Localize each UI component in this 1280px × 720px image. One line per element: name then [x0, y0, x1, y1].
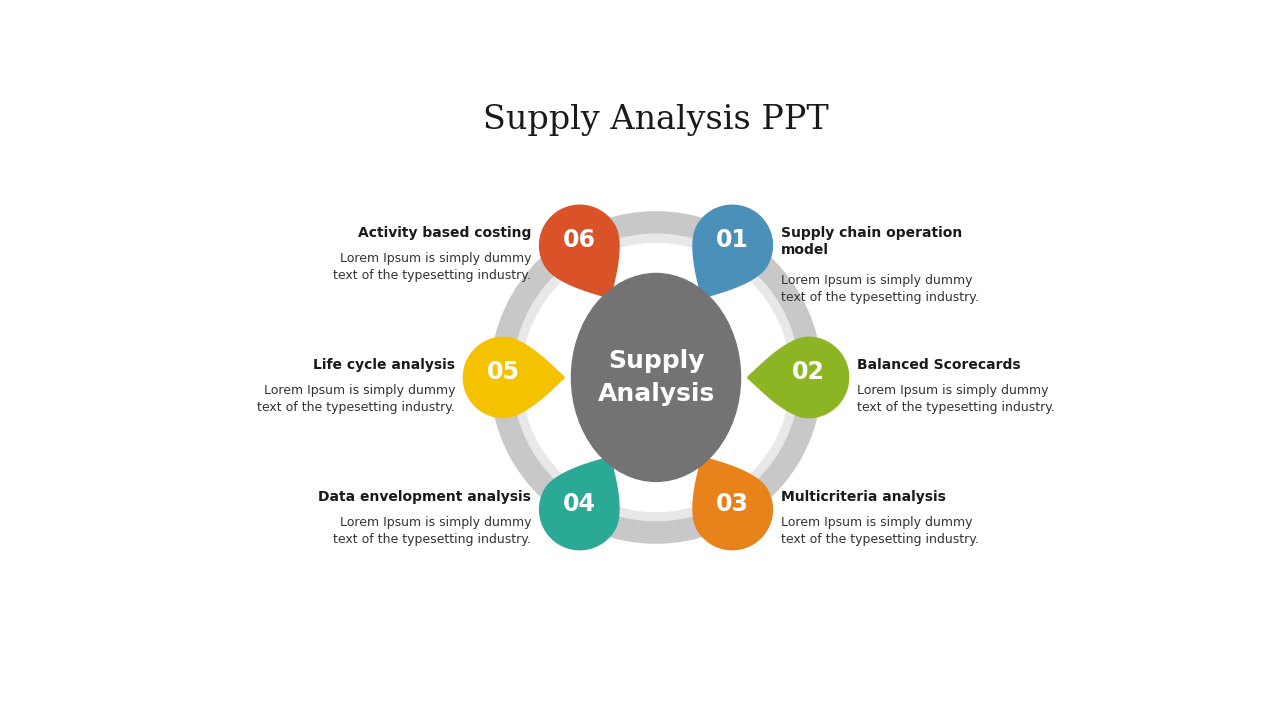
- Text: 05: 05: [486, 360, 520, 384]
- Wedge shape: [599, 212, 713, 246]
- Text: 02: 02: [792, 360, 824, 384]
- Polygon shape: [493, 343, 517, 361]
- Wedge shape: [745, 402, 819, 504]
- Polygon shape: [748, 337, 849, 418]
- Text: Balanced Scorecards: Balanced Scorecards: [858, 358, 1020, 372]
- Wedge shape: [599, 508, 713, 543]
- Text: Lorem Ipsum is simply dummy
text of the typesetting industry.: Lorem Ipsum is simply dummy text of the …: [858, 384, 1055, 414]
- Text: Multicriteria analysis: Multicriteria analysis: [781, 490, 946, 504]
- Polygon shape: [463, 337, 564, 418]
- Polygon shape: [795, 395, 819, 411]
- Text: 03: 03: [716, 492, 749, 516]
- Text: Lorem Ipsum is simply dummy
text of the typesetting industry.: Lorem Ipsum is simply dummy text of the …: [781, 516, 979, 546]
- Text: Data envelopment analysis: Data envelopment analysis: [319, 490, 531, 504]
- Polygon shape: [692, 457, 772, 549]
- Polygon shape: [540, 457, 620, 549]
- Text: Lorem Ipsum is simply dummy
text of the typesetting industry.: Lorem Ipsum is simply dummy text of the …: [333, 252, 531, 282]
- Wedge shape: [493, 251, 567, 354]
- Text: 01: 01: [716, 228, 749, 252]
- Polygon shape: [701, 506, 719, 530]
- Text: 06: 06: [563, 228, 596, 252]
- Wedge shape: [607, 234, 705, 251]
- Wedge shape: [742, 268, 797, 354]
- Text: Life cycle analysis: Life cycle analysis: [314, 358, 454, 372]
- Ellipse shape: [571, 274, 741, 482]
- Text: Activity based costing: Activity based costing: [358, 226, 531, 240]
- Wedge shape: [742, 401, 797, 487]
- Wedge shape: [515, 268, 570, 354]
- Text: 04: 04: [563, 492, 596, 516]
- Polygon shape: [540, 205, 620, 298]
- Polygon shape: [740, 246, 760, 266]
- Text: Lorem Ipsum is simply dummy
text of the typesetting industry.: Lorem Ipsum is simply dummy text of the …: [333, 516, 531, 546]
- Wedge shape: [493, 402, 567, 504]
- Polygon shape: [552, 490, 572, 509]
- Wedge shape: [745, 251, 819, 354]
- Polygon shape: [692, 205, 772, 298]
- Text: Supply chain operation
model: Supply chain operation model: [781, 226, 963, 257]
- Polygon shape: [593, 225, 611, 248]
- Wedge shape: [607, 505, 705, 521]
- Text: Lorem Ipsum is simply dummy
text of the typesetting industry.: Lorem Ipsum is simply dummy text of the …: [257, 384, 454, 414]
- Wedge shape: [515, 401, 570, 487]
- Text: Lorem Ipsum is simply dummy
text of the typesetting industry.: Lorem Ipsum is simply dummy text of the …: [781, 274, 979, 305]
- Text: Supply
Analysis: Supply Analysis: [598, 348, 714, 406]
- Text: Supply Analysis PPT: Supply Analysis PPT: [483, 104, 829, 136]
